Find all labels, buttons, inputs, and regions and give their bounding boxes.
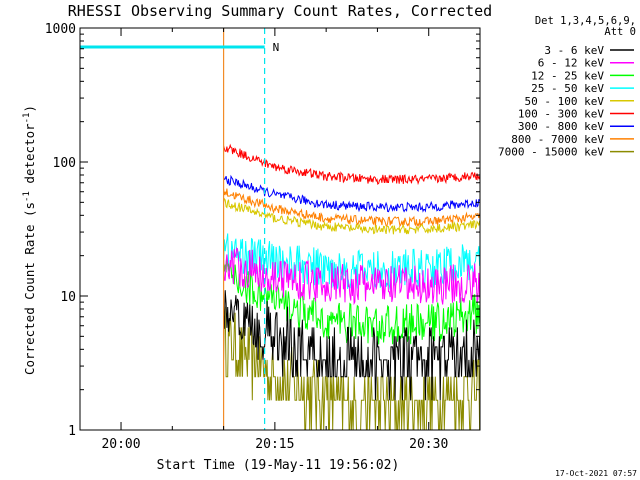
x-axis-label: Start Time (19-May-11 19:56:02) [157, 458, 400, 473]
y-tick-label-3: 1000 [45, 22, 76, 37]
y-axis-label-main: Corrected Count Rate (s [22, 202, 37, 375]
y-tick-label-1: 10 [60, 290, 76, 305]
y-tick-label-0: 1 [68, 424, 76, 439]
legend-label-2: 12 - 25 keV [531, 69, 604, 82]
series-line-4 [223, 197, 480, 235]
legend-label-7: 800 - 7000 keV [511, 133, 604, 146]
y-axis-label-sup2: -1 [22, 113, 32, 124]
series-line-3 [223, 233, 480, 290]
legend-header: Det 1,3,4,5,6,9,Att 0 [535, 15, 636, 38]
series-line-0 [223, 290, 480, 401]
x-tick-label-2: 20:30 [409, 437, 448, 452]
series-line-6 [223, 174, 480, 213]
legend-label-8: 7000 - 15000 keV [498, 146, 604, 159]
legend-label-6: 300 - 800 keV [518, 120, 604, 133]
y-axis-label-mid: detector [22, 123, 37, 191]
legend-label-4: 50 - 100 keV [525, 95, 605, 108]
plot-frame [79, 27, 481, 431]
legend-label-5: 100 - 300 keV [518, 108, 604, 121]
plot-inner [80, 28, 480, 430]
chart-title: RHESSI Observing Summary Count Rates, Co… [68, 2, 492, 20]
flag-label-0: N [273, 41, 280, 54]
legend-header-line-1: Att 0 [604, 26, 636, 38]
footer-date: 17-Oct-2021 07:57 [555, 469, 637, 478]
legend-label-1: 6 - 12 keV [538, 57, 605, 70]
series-line-1 [223, 246, 480, 306]
x-tick-label-0: 20:00 [101, 437, 140, 452]
y-tick-label-2: 100 [53, 156, 76, 171]
y-axis-label-sup1: -1 [22, 191, 32, 202]
legend-header-line-0: Det 1,3,4,5,6,9, [535, 15, 636, 27]
series-line-5 [223, 143, 480, 186]
y-axis-label: Corrected Count Rate (s-1 detector-1) [22, 105, 37, 375]
x-tick-label-1: 20:15 [255, 437, 294, 452]
y-axis-label-end: ) [22, 105, 37, 113]
series-line-2 [223, 255, 480, 345]
series-line-7 [223, 188, 480, 228]
legend-label-0: 3 - 6 keV [544, 44, 604, 57]
legend-label-3: 25 - 50 keV [531, 82, 604, 95]
